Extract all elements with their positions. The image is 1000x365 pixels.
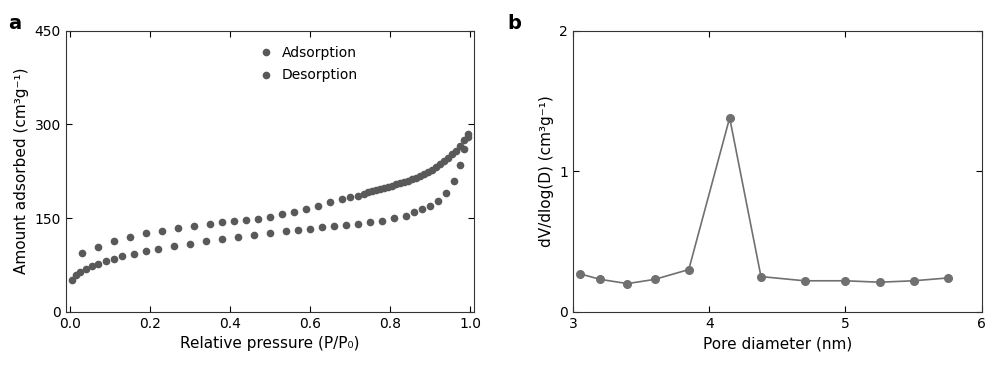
Desorption: [454, 144, 466, 149]
Adsorption: [232, 235, 244, 239]
Adsorption: [140, 249, 152, 253]
Desorption: [410, 176, 422, 180]
Adsorption: [400, 214, 412, 218]
Desorption: [276, 212, 288, 216]
Desorption: [172, 226, 184, 230]
Desorption: [422, 170, 434, 175]
Adsorption: [264, 231, 276, 235]
Adsorption: [100, 259, 112, 263]
Desorption: [458, 138, 470, 142]
Desorption: [426, 168, 438, 172]
Desorption: [92, 245, 104, 249]
Y-axis label: dV/dlog(D) (cm³g⁻¹): dV/dlog(D) (cm³g⁻¹): [539, 95, 554, 247]
Desorption: [324, 200, 336, 205]
Desorption: [252, 216, 264, 221]
Adsorption: [328, 224, 340, 228]
Desorption: [358, 192, 370, 196]
Desorption: [352, 193, 364, 198]
Desorption: [402, 178, 414, 183]
Adsorption: [280, 229, 292, 233]
Adsorption: [92, 261, 104, 266]
Text: b: b: [508, 14, 521, 33]
Desorption: [344, 195, 356, 200]
Desorption: [414, 174, 426, 178]
Adsorption: [448, 178, 460, 183]
Line: Adsorption: Adsorption: [69, 134, 471, 284]
Line: Desorption: Desorption: [79, 131, 471, 256]
Adsorption: [304, 226, 316, 231]
Adsorption: [80, 267, 92, 272]
Adsorption: [440, 191, 452, 195]
Desorption: [216, 220, 228, 224]
Adsorption: [70, 273, 82, 278]
Legend: Adsorption, Desorption: Adsorption, Desorption: [252, 41, 363, 88]
Desorption: [430, 165, 442, 170]
Desorption: [446, 152, 458, 157]
Adsorption: [292, 228, 304, 232]
Desorption: [204, 222, 216, 226]
Adsorption: [376, 218, 388, 223]
Adsorption: [408, 210, 420, 215]
Desorption: [442, 156, 454, 160]
Adsorption: [200, 239, 212, 243]
Desorption: [124, 235, 136, 239]
Adsorption: [248, 233, 260, 237]
Adsorption: [168, 244, 180, 248]
Adsorption: [116, 254, 128, 258]
Desorption: [288, 210, 300, 214]
Desorption: [374, 187, 386, 192]
Adsorption: [424, 203, 436, 208]
Adsorption: [340, 223, 352, 227]
Adsorption: [458, 147, 470, 151]
Adsorption: [462, 135, 474, 139]
Desorption: [76, 251, 88, 255]
Y-axis label: Amount adsorbed (cm³g⁻¹): Amount adsorbed (cm³g⁻¹): [14, 68, 29, 274]
Desorption: [434, 162, 446, 166]
Desorption: [462, 131, 474, 136]
Adsorption: [152, 246, 164, 251]
Desorption: [108, 239, 120, 243]
Desorption: [366, 189, 378, 193]
Desorption: [188, 223, 200, 228]
Desorption: [140, 231, 152, 235]
Desorption: [370, 188, 382, 192]
Adsorption: [86, 264, 98, 268]
Desorption: [390, 182, 402, 187]
Adsorption: [128, 251, 140, 256]
Adsorption: [432, 198, 444, 203]
Desorption: [240, 218, 252, 222]
Desorption: [382, 185, 394, 189]
Desorption: [406, 177, 418, 181]
Desorption: [394, 181, 406, 185]
Desorption: [336, 197, 348, 201]
Desorption: [264, 215, 276, 219]
Desorption: [438, 159, 450, 164]
X-axis label: Relative pressure (P/P₀): Relative pressure (P/P₀): [180, 336, 360, 351]
Desorption: [362, 190, 374, 195]
Adsorption: [66, 278, 78, 283]
Desorption: [156, 228, 168, 233]
Adsorption: [352, 222, 364, 226]
Desorption: [386, 183, 398, 188]
Desorption: [228, 219, 240, 223]
Adsorption: [74, 270, 86, 274]
Adsorption: [316, 225, 328, 230]
Adsorption: [454, 163, 466, 167]
Adsorption: [364, 220, 376, 224]
Adsorption: [184, 242, 196, 246]
Desorption: [378, 186, 390, 190]
Desorption: [418, 172, 430, 177]
Text: a: a: [8, 14, 22, 33]
Adsorption: [416, 207, 428, 211]
Desorption: [300, 207, 312, 211]
Desorption: [398, 180, 410, 184]
X-axis label: Pore diameter (nm): Pore diameter (nm): [703, 336, 852, 351]
Desorption: [312, 203, 324, 208]
Adsorption: [216, 237, 228, 241]
Adsorption: [108, 257, 120, 261]
Desorption: [450, 149, 462, 153]
Adsorption: [388, 216, 400, 220]
